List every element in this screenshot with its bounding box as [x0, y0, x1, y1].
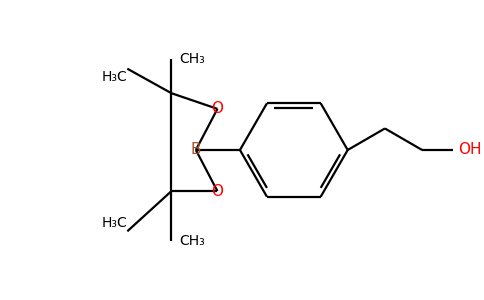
- Text: CH₃: CH₃: [179, 52, 205, 66]
- Text: CH₃: CH₃: [179, 234, 205, 248]
- Text: B: B: [191, 142, 201, 158]
- Text: H₃C: H₃C: [102, 217, 127, 230]
- Text: O: O: [212, 101, 224, 116]
- Text: H₃C: H₃C: [102, 70, 127, 83]
- Text: O: O: [212, 184, 224, 199]
- Text: OH: OH: [458, 142, 482, 158]
